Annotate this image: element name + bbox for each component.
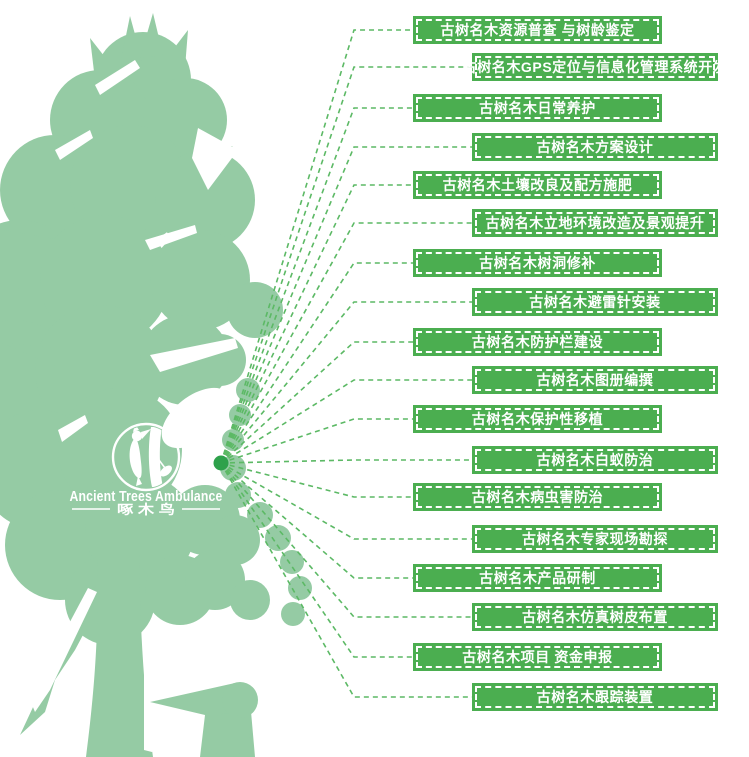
woodpecker-crest — [133, 426, 139, 432]
connector-line — [220, 379, 472, 464]
service-label: 古树名木立地环境改造及景观提升 — [485, 215, 705, 231]
leaf-spike — [120, 16, 142, 65]
service-box: 古树名木GPS定位与信息化管理系统开发 — [463, 53, 727, 81]
service-label: 古树名木白蚁防治 — [536, 452, 654, 468]
service-box: 古树名木跟踪装置 — [472, 683, 718, 711]
service-label: 古树名木避雷针安装 — [529, 294, 661, 310]
leaf-spike — [18, 288, 75, 320]
tree-white-gaps — [30, 60, 238, 752]
service-box: 古树名木日常养护 — [413, 94, 662, 122]
woodpecker-tail — [136, 476, 142, 486]
service-label: 古树名木方案设计 — [536, 139, 654, 155]
service-label: 古树名木日常养护 — [479, 100, 596, 116]
service-box: 古树名木防护栏建设 — [413, 328, 662, 356]
connector-line — [220, 66, 472, 464]
woodpecker-beak-icon — [141, 429, 151, 439]
service-label: 古树名木项目 资金申报 — [462, 649, 613, 665]
connector-line — [220, 29, 413, 464]
tree-silhouette — [0, 13, 312, 757]
service-label: 古树名木产品研制 — [479, 570, 596, 586]
connector-line — [220, 459, 472, 464]
service-box: 古树名木仿真树皮布置 — [472, 603, 718, 631]
connector-line — [220, 262, 413, 464]
logo-circle — [111, 422, 181, 492]
service-box: 古树名木病虫害防治 — [413, 483, 662, 511]
service-label: 古树名木保护性移植 — [471, 411, 604, 427]
tree-bottom-right-mass — [150, 682, 258, 757]
connector-line — [220, 184, 413, 464]
woodpecker-body — [129, 438, 142, 479]
service-box: 古树名木立地环境改造及景观提升 — [472, 209, 718, 237]
leaf-icon — [160, 465, 172, 477]
leaf-stem — [158, 459, 166, 469]
connector-line — [220, 462, 472, 540]
service-label: 古树名木图册编撰 — [536, 372, 654, 388]
woodpecker-head — [131, 430, 143, 442]
service-label: 古树名木GPS定位与信息化管理系统开发 — [462, 59, 728, 75]
service-label: 古树名木病虫害防治 — [471, 489, 604, 505]
connector-line — [220, 418, 413, 464]
service-label: 古树名木专家现场勘探 — [522, 531, 668, 547]
connector-line — [220, 146, 472, 464]
service-box: 古树名木专家现场勘探 — [472, 525, 718, 553]
service-box: 古树名木避雷针安装 — [472, 288, 718, 316]
connector-line — [220, 222, 472, 464]
leaf-spike — [140, 13, 163, 58]
service-box: 古树名木土壤改良及配方施肥 — [413, 171, 662, 199]
leaf-spike — [0, 342, 55, 366]
service-box: 古树名木产品研制 — [413, 564, 662, 592]
service-box: 古树名木项目 资金申报 — [413, 643, 662, 671]
logo: Ancient Trees Ambulance 啄 木 鸟 — [70, 422, 223, 517]
hub-dot — [213, 455, 229, 471]
service-label: 古树名木仿真树皮布置 — [522, 609, 668, 625]
connector-lines — [220, 29, 472, 698]
logo-tree-trunk — [148, 427, 163, 487]
service-box: 古树名木方案设计 — [472, 133, 718, 161]
service-label: 古树名木树洞修补 — [479, 255, 596, 271]
connector-line — [220, 341, 413, 464]
leaf-spike — [165, 30, 188, 68]
logo-subtitle: 啄 木 鸟 — [117, 502, 175, 517]
service-box: 古树名木资源普查 与树龄鉴定 — [413, 16, 662, 44]
service-label: 古树名木防护栏建设 — [471, 334, 604, 350]
leaf-spike — [4, 230, 60, 262]
service-box: 古树名木保护性移植 — [413, 405, 662, 433]
tree-trunk — [86, 555, 153, 757]
connector-line — [220, 462, 413, 658]
connector-line — [220, 462, 413, 579]
service-box: 古树名木白蚁防治 — [472, 446, 718, 474]
service-label: 古树名木跟踪装置 — [536, 689, 654, 705]
connector-line — [220, 301, 472, 464]
service-label: 古树名木土壤改良及配方施肥 — [442, 177, 633, 193]
connector-line — [220, 462, 413, 498]
service-label: 古树名木资源普查 与树龄鉴定 — [440, 22, 635, 38]
service-box: 古树名木树洞修补 — [413, 249, 662, 277]
service-box: 古树名木图册编撰 — [472, 366, 718, 394]
logo-title: Ancient Trees Ambulance — [70, 488, 223, 505]
connector-line — [220, 107, 413, 464]
connector-line — [220, 462, 472, 618]
leaf-spike — [90, 38, 115, 80]
